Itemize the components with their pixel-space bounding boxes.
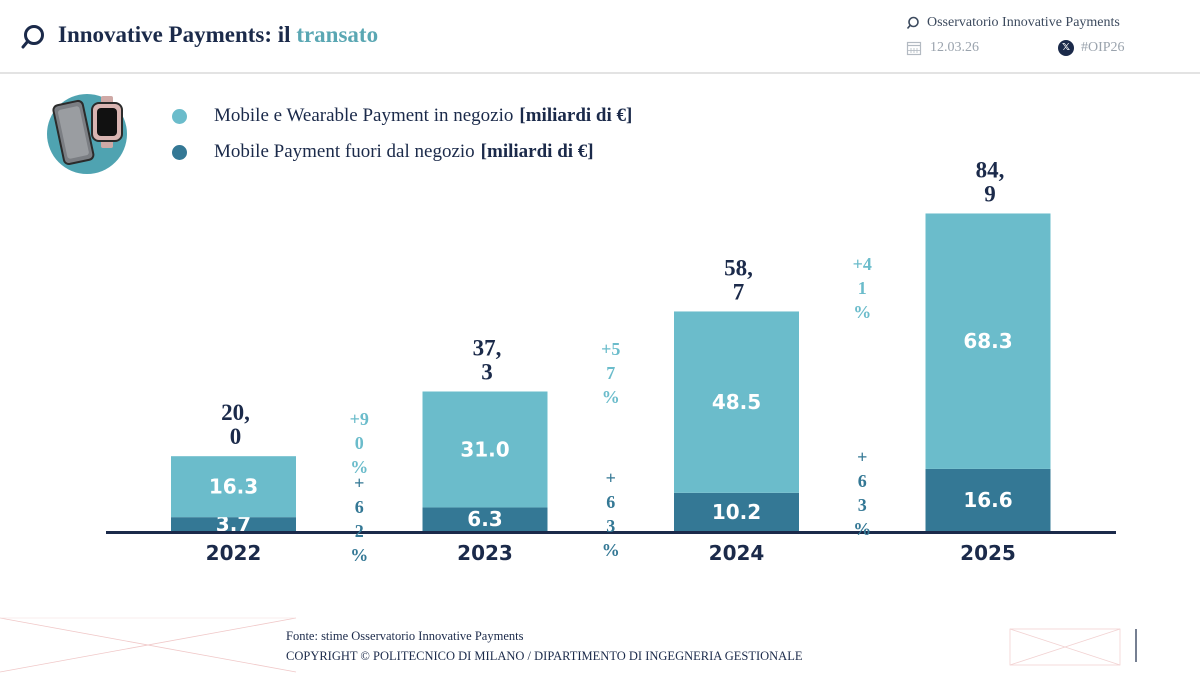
growth-out-of-store-1-line1: + xyxy=(354,473,364,493)
growth-out-of-store-3-line1: + xyxy=(857,447,867,467)
growth-in-store-3-line3: % xyxy=(853,302,871,322)
x-tick-label-2022: 2022 xyxy=(206,541,262,565)
legend-dot-out-of-store xyxy=(172,144,187,160)
bar-2022-out-of-store xyxy=(171,517,296,531)
bar-2023-out-of-store xyxy=(422,507,548,531)
calendar-icon xyxy=(906,41,922,56)
bar-2024-in-store xyxy=(674,311,799,493)
legend-label-out-of-store: Mobile Payment fuori dal negozio xyxy=(214,141,475,162)
bar-value-label-2022-in-store: 16.3 xyxy=(209,475,258,499)
magnifier-small-icon xyxy=(906,16,919,30)
total-label-2024-line2: 7 xyxy=(733,279,745,304)
bar-2022-in-store xyxy=(171,456,296,518)
header-bar: Innovative Payments: il transato Osserva… xyxy=(0,0,1200,74)
growth-in-store-2-line1: +5 xyxy=(601,339,620,359)
page-title-main: Innovative Payments: il xyxy=(58,22,291,47)
bar-value-label-2024-out-of-store: 10.2 xyxy=(712,500,761,524)
total-label-2023-line1: 37, xyxy=(473,335,502,360)
total-label-2023-line2: 3 xyxy=(481,359,493,384)
growth-in-store-2-line2: 7 xyxy=(606,363,615,383)
legend-item-out-of-store: Mobile Payment fuori dal negozio [miliar… xyxy=(172,141,594,163)
bar-2025-in-store xyxy=(925,213,1051,469)
growth-out-of-store-1-line4: % xyxy=(350,545,368,565)
date-value: 12.03.26 xyxy=(930,40,979,55)
bar-value-label-2024-in-store: 48.5 xyxy=(712,390,761,414)
hashtag-value: #OIP26 xyxy=(1081,40,1125,55)
growth-out-of-store-2-line1: + xyxy=(606,468,616,488)
growth-out-of-store-2-line3: 3 xyxy=(606,516,615,536)
bar-value-label-2025-out-of-store: 16.6 xyxy=(963,488,1012,512)
growth-out-of-store-1-line2: 6 xyxy=(355,497,364,517)
growth-in-store-3-line2: 1 xyxy=(858,278,867,298)
magnifier-logo-icon xyxy=(21,25,44,49)
growth-in-store-2-line3: % xyxy=(602,387,620,407)
x-social-icon: 𝕏 xyxy=(1058,40,1074,56)
copyright-note: COPYRIGHT © POLITECNICO DI MILANO / DIPA… xyxy=(286,649,803,663)
date-label: 12.03.26 xyxy=(906,40,979,56)
growth-in-store-1-line2: 0 xyxy=(355,433,364,453)
legend-item-in-store: Mobile e Wearable Payment in negozio [mi… xyxy=(172,105,632,127)
legend-unit-out-of-store: [miliardi di €] xyxy=(480,141,594,162)
total-label-2022-line2: 0 xyxy=(230,424,242,449)
observatory-label: Osservatorio Innovative Payments xyxy=(906,15,1120,31)
growth-out-of-store-1-line3: 2 xyxy=(355,521,364,541)
x-tick-label-2025: 2025 xyxy=(960,541,1016,565)
growth-out-of-store-3-line4: % xyxy=(853,519,871,539)
bar-2025-out-of-store xyxy=(925,468,1051,531)
legend-label-in-store: Mobile e Wearable Payment in negozio xyxy=(214,105,514,126)
total-label-2022-line1: 20, xyxy=(221,400,250,425)
bar-2023-in-store xyxy=(422,391,548,508)
bar-value-label-2025-in-store: 68.3 xyxy=(963,329,1012,353)
total-label-2025-line1: 84, xyxy=(976,157,1005,182)
bar-value-label-2023-out-of-store: 6.3 xyxy=(467,507,502,531)
bar-2024-out-of-store xyxy=(674,492,799,531)
legend-dot-in-store xyxy=(172,108,187,124)
growth-in-store-3-line1: +4 xyxy=(853,254,872,274)
phone-smartwatch-icon xyxy=(47,94,127,174)
observatory-name: Osservatorio Innovative Payments xyxy=(927,15,1120,30)
x-tick-label-2023: 2023 xyxy=(457,541,513,565)
page-title-accent: transato xyxy=(296,22,379,47)
footer-decoration-left xyxy=(0,617,297,673)
growth-in-store-1-line3: % xyxy=(350,457,368,477)
footer-decoration-right xyxy=(1009,628,1137,666)
total-label-2024-line1: 58, xyxy=(724,255,753,280)
growth-in-store-1-line1: +9 xyxy=(350,409,369,429)
x-tick-label-2024: 2024 xyxy=(709,541,765,565)
growth-out-of-store-2-line4: % xyxy=(602,540,620,560)
total-label-2025-line2: 9 xyxy=(984,181,996,206)
bar-value-label-2023-in-store: 31.0 xyxy=(460,437,509,461)
growth-out-of-store-3-line3: 3 xyxy=(858,495,867,515)
hashtag-label: 𝕏 #OIP26 xyxy=(1058,40,1125,56)
page-title: Innovative Payments: il transato xyxy=(58,22,378,48)
legend-unit-in-store: [miliardi di €] xyxy=(519,105,633,126)
stacked-bar-chart: 3.716.320,020226.331.037,3202310.248.558… xyxy=(106,157,1116,565)
growth-out-of-store-2-line2: 6 xyxy=(606,492,615,512)
growth-out-of-store-3-line2: 6 xyxy=(858,471,867,491)
source-note: Fonte: stime Osservatorio Innovative Pay… xyxy=(286,629,524,643)
